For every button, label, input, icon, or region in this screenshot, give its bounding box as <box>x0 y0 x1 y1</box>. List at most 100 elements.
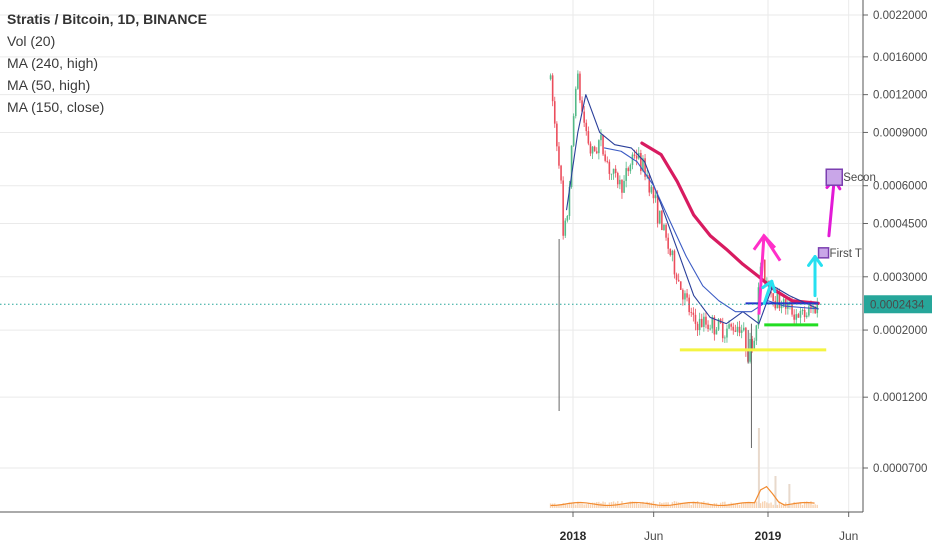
candle-body <box>600 134 602 141</box>
current-price-label: 0.0002434 <box>870 299 925 311</box>
legend-indicator-vol[interactable]: Vol (20) <box>7 33 56 49</box>
price-tick-label: 0.0003000 <box>873 272 927 284</box>
candle-body <box>803 309 806 318</box>
candle-body <box>654 195 657 199</box>
candle-body <box>564 220 567 236</box>
candle-body <box>631 154 634 166</box>
price-tick-label: 0.0022000 <box>873 10 927 22</box>
candle-body <box>696 323 699 331</box>
candle-body <box>619 179 621 185</box>
candle-body <box>726 328 728 338</box>
candle-body <box>650 186 653 193</box>
candle-body <box>562 180 564 236</box>
price-axis: 0.0022000 0.0016000 0.0012000 0.0009000 0.00… <box>862 0 932 512</box>
candle-body <box>593 146 596 152</box>
time-tick-label: 2019 <box>755 529 782 543</box>
candle-body <box>721 323 724 339</box>
cyan-arrow-left-head <box>761 279 777 294</box>
candle-body <box>673 250 676 275</box>
time-tick-label: Jun <box>644 529 663 543</box>
first-target-box[interactable] <box>817 247 830 259</box>
candle-body <box>614 168 617 174</box>
candle-body <box>560 165 562 181</box>
candle-body <box>566 215 569 221</box>
price-tick-label: 0.0006000 <box>873 181 927 193</box>
candle-body <box>709 328 711 330</box>
candle-body <box>629 165 632 172</box>
price-tick-label: 0.0000700 <box>873 463 927 475</box>
candle-body <box>738 326 741 333</box>
candle-body <box>661 210 663 231</box>
candle-body <box>553 101 556 124</box>
candle-body <box>684 293 686 300</box>
candle-body <box>574 88 577 117</box>
candle-body <box>805 315 808 318</box>
candle-body <box>776 292 779 309</box>
candle-body <box>675 274 678 280</box>
ma-line-1 <box>566 94 819 325</box>
candle-body <box>604 154 606 161</box>
candle-body <box>623 180 625 193</box>
second-target-box[interactable] <box>825 168 843 186</box>
candle-body <box>633 154 636 156</box>
candle-body <box>595 151 598 154</box>
candle-body <box>711 317 714 329</box>
candle-body <box>612 168 615 174</box>
current-price-badge <box>864 295 932 314</box>
first-target-label: First T <box>830 248 862 260</box>
candle-body <box>583 111 585 123</box>
candle-body <box>688 297 690 313</box>
candle-body <box>713 317 716 335</box>
cyan-arrow-right-head <box>807 255 823 267</box>
moving-average-lines <box>566 94 820 325</box>
candle-body <box>717 319 720 330</box>
chart-annotations: First T Secon <box>0 168 876 352</box>
legend-indicator-ma150[interactable]: MA (150, close) <box>7 99 105 115</box>
candle-body <box>690 312 693 313</box>
price-tick-label: 0.0002000 <box>873 325 927 337</box>
candle-body <box>814 307 816 314</box>
price-tick-label: 0.0016000 <box>873 52 927 64</box>
legend-indicator-ma50[interactable]: MA (50, high) <box>7 77 91 93</box>
second-target-label: Secon <box>843 172 876 184</box>
chart-grid <box>0 0 863 512</box>
candle-body <box>782 299 785 306</box>
candle-body <box>700 318 703 327</box>
candle-body <box>770 291 772 294</box>
candle-body <box>581 100 583 112</box>
candle-body <box>627 168 630 172</box>
candle-body <box>606 160 609 162</box>
candle-body <box>556 123 558 147</box>
candle-body <box>602 134 604 155</box>
candle-body <box>772 293 774 301</box>
candle-body <box>715 329 718 335</box>
candle-body <box>621 179 623 193</box>
candle-body <box>577 73 579 89</box>
candle-body <box>579 73 581 101</box>
candle-body <box>728 324 730 329</box>
candle-body <box>686 293 688 298</box>
price-tick-label: 0.0001200 <box>873 392 927 404</box>
candle-body <box>652 186 655 199</box>
candle-body <box>703 316 705 327</box>
candle-body <box>587 131 590 144</box>
pink-arrow-head <box>752 233 777 251</box>
magenta-arrow-second[interactable] <box>827 177 836 238</box>
candle-body <box>677 279 680 282</box>
candle-body <box>705 316 707 325</box>
candle-body <box>801 309 804 312</box>
candle-body <box>698 318 701 331</box>
price-tick-label: 0.0012000 <box>873 90 927 102</box>
candle-body <box>598 140 600 154</box>
candle-body <box>799 311 802 318</box>
candle-body <box>549 75 552 80</box>
candle-body <box>642 158 644 171</box>
legend-indicator-ma240[interactable]: MA (240, high) <box>7 55 99 71</box>
time-axis: 2018 Jun 2019 Jun <box>0 511 863 543</box>
candle-body <box>707 324 709 330</box>
price-tick-label: 0.0009000 <box>873 127 927 139</box>
candle-body <box>610 173 613 175</box>
cyan-arrow-left[interactable] <box>762 279 774 305</box>
ma-line-0 <box>640 141 820 305</box>
